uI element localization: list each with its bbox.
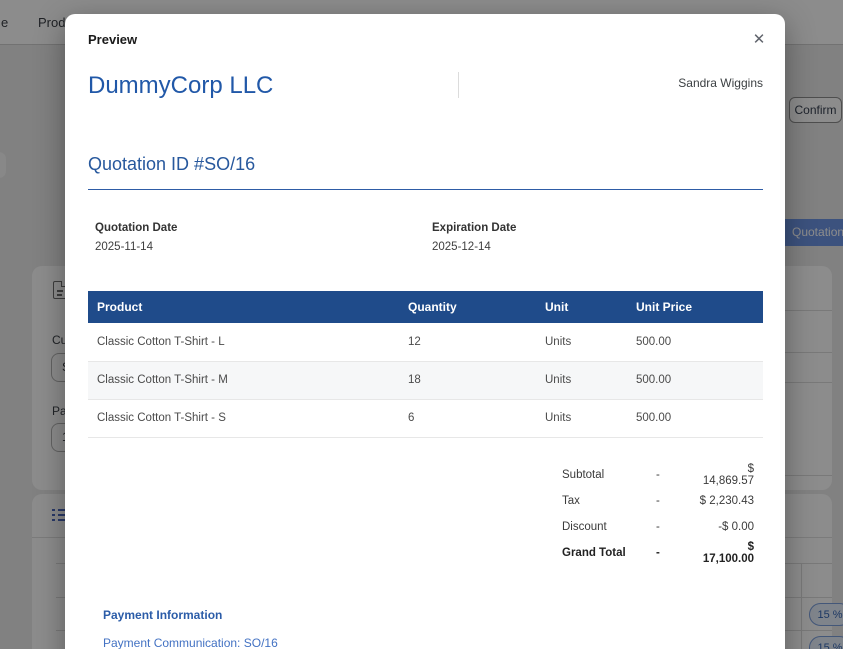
list-icon (52, 506, 68, 524)
modal-header: Preview ✕ (65, 14, 785, 49)
quotation-date-label: Quotation Date (95, 222, 178, 234)
totals-label: Subtotal (562, 468, 605, 481)
totals-row: Subtotal - $ 14,869.57 (562, 462, 763, 488)
table-cell: 6 (399, 399, 536, 438)
heading-rule (88, 189, 763, 190)
payment-info-title: Payment Information (103, 607, 223, 622)
tax-badge[interactable]: 15 % (809, 636, 843, 649)
table-cell: 500.00 (627, 323, 763, 362)
header-divider (458, 72, 459, 98)
product-table: Product Quantity Unit Unit Price Classic Co… (88, 291, 763, 438)
document-header-row: DummyCorp LLC Sandra Wiggins (88, 72, 763, 100)
preview-modal: Preview ✕ DummyCorp LLC Sandra Wiggins Q… (65, 14, 785, 649)
table-cell: Classic Cotton T-Shirt - S (88, 399, 399, 438)
table-row: Classic Cotton T-Shirt - S 6 Units 500.00 (88, 399, 763, 438)
payment-section: Payment Information Payment Communicatio… (88, 608, 763, 649)
totals-separator: - (656, 546, 660, 559)
payment-communication: Payment Communication: SO/16 (103, 635, 278, 649)
quotation-id-heading: Quotation ID #SO/16 (88, 154, 256, 174)
product-table-header-row: Product Quantity Unit Unit Price (88, 291, 763, 323)
table-row: Classic Cotton T-Shirt - M 18 Units 500.00 (88, 361, 763, 400)
confirm-button[interactable]: Confirm (789, 97, 842, 123)
totals-value: $ 14,869.57 (702, 462, 754, 487)
totals-row: Grand Total - $ 17,100.00 (562, 540, 763, 566)
totals-label: Discount (562, 520, 607, 533)
status-badge-quotation[interactable]: Quotation (781, 219, 843, 246)
table-cell: 500.00 (627, 399, 763, 438)
expiration-date-field: Expiration Date 2025-12-14 (432, 222, 516, 253)
expiration-date-value: 2025-12-14 (432, 241, 491, 253)
table-column-header: Unit (536, 291, 627, 323)
totals-value: $ 2,230.43 (699, 494, 754, 507)
close-icon[interactable]: ✕ (749, 29, 769, 49)
totals-separator: - (656, 494, 660, 507)
table-cell: 18 (399, 361, 536, 400)
table-cell: Units (536, 361, 627, 400)
table-cell: Units (536, 399, 627, 438)
dates-row: Quotation Date 2025-11-14 Expiration Dat… (88, 222, 763, 253)
table-cell: Classic Cotton T-Shirt - M (88, 361, 399, 400)
totals-separator: - (656, 520, 660, 533)
table-row: Classic Cotton T-Shirt - L 12 Units 500.00 (88, 323, 763, 362)
nav-menu-item[interactable]: e (1, 15, 9, 30)
salesperson-name: Sandra Wiggins (678, 76, 763, 90)
table-cell: Units (536, 323, 627, 362)
tax-badge[interactable]: 15 % (809, 603, 843, 626)
nav-menu-item-products[interactable]: Produ (38, 15, 73, 30)
totals-block: Subtotal - $ 14,869.57 Tax - $ 2,230.43 Discou… (562, 462, 763, 566)
totals-row: Tax - $ 2,230.43 (562, 488, 763, 514)
quotation-document: DummyCorp LLC Sandra Wiggins Quotation I… (65, 72, 785, 649)
totals-label: Grand Total (562, 546, 626, 559)
side-tab (0, 152, 6, 178)
table-column-header: Product (88, 291, 399, 323)
table-column-header: Quantity (399, 291, 536, 323)
quotation-date-field: Quotation Date 2025-11-14 (95, 222, 432, 253)
totals-value: $ 17,100.00 (702, 540, 754, 565)
modal-title: Preview (88, 32, 138, 47)
table-cell: 12 (399, 323, 536, 362)
table-column-divider (801, 563, 802, 649)
company-name: DummyCorp LLC (88, 72, 274, 99)
totals-label: Tax (562, 494, 580, 507)
table-column-header: Unit Price (627, 291, 763, 323)
expiration-date-label: Expiration Date (432, 222, 517, 234)
totals-separator: - (656, 468, 660, 481)
table-cell: Classic Cotton T-Shirt - L (88, 323, 399, 362)
quotation-date-value: 2025-11-14 (95, 241, 153, 253)
totals-row: Discount - -$ 0.00 (562, 514, 763, 540)
product-table-body: Classic Cotton T-Shirt - L 12 Units 500.00 C… (88, 323, 763, 438)
totals-value: -$ 0.00 (718, 520, 754, 533)
table-cell: 500.00 (627, 361, 763, 400)
